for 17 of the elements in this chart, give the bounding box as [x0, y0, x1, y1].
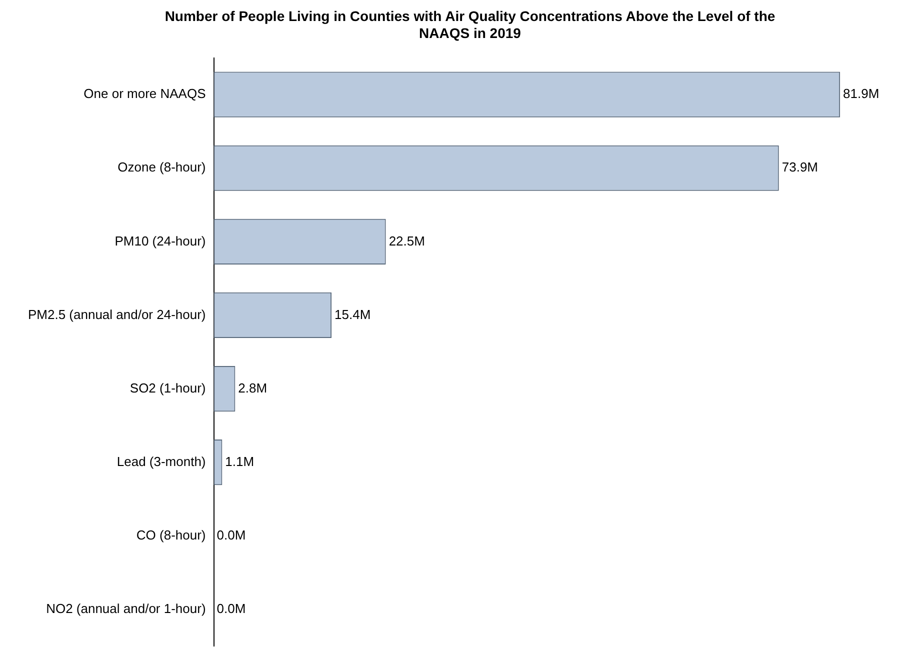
chart-title: Number of People Living in Counties with Air Quality Concentrations Above the Level of the NAAQS in 2019 [164, 8, 776, 42]
data-label: 1.1M [225, 454, 254, 469]
data-label: 0.0M [216, 527, 246, 542]
y-tick-label: SO2 (1-hour) [130, 380, 206, 396]
data-label: 15.4M [334, 306, 371, 322]
y-tick-label: NO2 (annual and/or 1-hour) [46, 601, 206, 616]
data-label: 22.5M [388, 233, 425, 248]
y-tick-label: One or more NAAQS [84, 86, 206, 102]
data-label: 2.8M [238, 380, 268, 396]
data-label: 73.9M [782, 160, 818, 175]
y-tick-label: Lead (3-month) [116, 454, 206, 469]
y-tick-label: Ozone (8-hour) [118, 160, 206, 175]
y-tick-label: PM2.5 (annual and/or 24-hour) [28, 306, 206, 322]
y-tick-label: PM10 (24-hour) [114, 233, 206, 248]
y-tick-label: CO (8-hour) [136, 527, 206, 542]
data-label: 0.0M [216, 601, 246, 616]
data-label: 81.9M [843, 86, 880, 102]
